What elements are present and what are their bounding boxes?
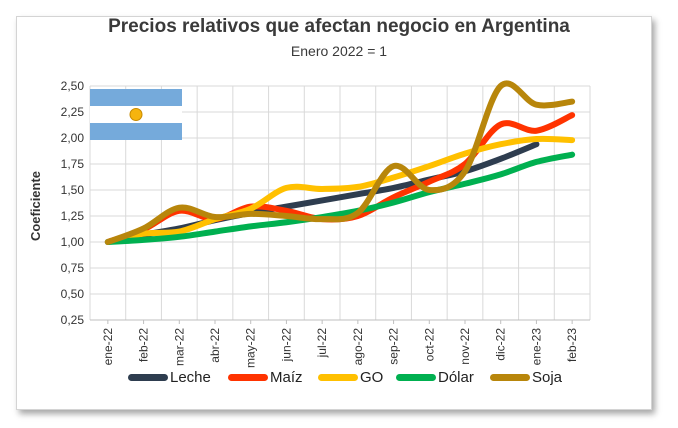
legend-label: GO [360,368,384,386]
x-axis-ticks: ene-22 feb-22 mar-22 abr-22 may-22 jun-22 jul-… [101,320,579,368]
y-axis-ticks: 0,25 0,50 0,75 1,00 1,25 1,50 1,75 2,00 2,25 2,50 [61,79,85,327]
x-tick-label: jun-22 [279,328,293,363]
y-tick-label: 0,25 [61,313,85,327]
y-tick-label: 0,50 [61,287,85,301]
x-tick-label: ene-22 [101,328,115,366]
chart-legend: Leche Maíz GO Dólar Soja [0,366,678,388]
x-tick-label: mar-22 [172,328,186,366]
legend-label: Leche [170,368,211,386]
y-tick-label: 1,75 [61,157,85,171]
x-tick-label: oct-22 [422,328,436,362]
x-tick-label: sep-22 [387,328,401,365]
legend-item-dolar: Dólar [396,366,474,388]
legend-swatch [318,373,358,381]
chart-title: Precios relativos que afectan negocio en… [108,16,570,37]
x-tick-label: feb-22 [137,328,151,362]
series-line-soja [104,80,576,245]
y-tick-label: 1,25 [61,209,85,223]
x-tick-label: ene-23 [529,328,543,366]
x-tick-label: may-22 [244,328,258,368]
x-tick-label: feb-23 [565,328,579,362]
legend-swatch [490,373,530,381]
argentina-flag-icon [90,89,182,140]
legend-item-soja: Soja [490,366,562,388]
y-tick-label: 1,50 [61,183,85,197]
legend-label: Soja [532,368,563,386]
legend-label: Dólar [438,368,474,386]
x-tick-label: ago-22 [351,328,365,366]
series-line-go [104,135,576,245]
series-lines [104,80,576,245]
y-tick-label: 1,00 [61,235,85,249]
y-axis-label: Coeficiente [28,171,43,241]
y-tick-label: 0,75 [61,261,85,275]
x-tick-label: abr-22 [208,328,222,363]
legend-item-leche: Leche [128,366,211,388]
x-tick-label: nov-22 [458,328,472,365]
legend-item-maiz: Maíz [228,366,303,388]
legend-label: Maíz [270,368,303,386]
y-tick-label: 2,25 [61,105,85,119]
legend-swatch [228,373,268,381]
flag-sun [129,108,143,121]
y-tick-label: 2,00 [61,131,85,145]
x-tick-label: dic-22 [494,328,508,361]
y-tick-label: 2,50 [61,79,85,93]
legend-item-go: GO [318,366,383,388]
series-line-dolar [104,151,576,245]
chart-subtitle: Enero 2022 = 1 [290,43,388,59]
x-tick-label: jul-22 [315,328,329,359]
legend-swatch [396,373,436,381]
flag-stripe-bottom [90,123,182,140]
legend-swatch [128,373,168,381]
flag-stripe-top [90,89,182,106]
